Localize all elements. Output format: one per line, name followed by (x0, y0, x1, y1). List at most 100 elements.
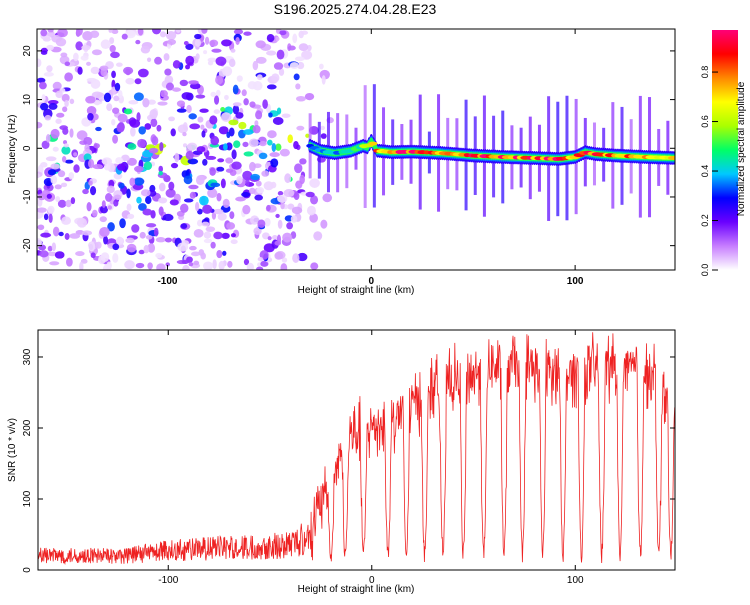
noise-blob (270, 158, 279, 168)
noise-blob (118, 182, 125, 189)
noise-blob (129, 177, 136, 187)
noise-blob (185, 64, 191, 70)
noise-blob (167, 38, 177, 45)
noise-blob (188, 80, 199, 85)
noise-blob (279, 148, 290, 157)
noise-blob (294, 56, 305, 62)
noise-blob (137, 68, 149, 78)
noise-blob (99, 65, 109, 71)
noise-blob (117, 113, 128, 123)
noise-blob (64, 100, 69, 108)
noise-blob (289, 62, 299, 69)
noise-blob (110, 51, 120, 59)
noise-blob (147, 99, 156, 105)
noise-blob (273, 62, 284, 70)
noise-blob (214, 95, 220, 105)
noise-blob (73, 152, 78, 157)
noise-blob (216, 249, 223, 259)
noise-blob (199, 195, 209, 206)
noise-blob (158, 182, 166, 192)
noise-blob (148, 147, 159, 154)
noise-blob (98, 255, 106, 265)
noise-blob (216, 89, 221, 97)
noise-blob (145, 196, 152, 205)
noise-blob (299, 158, 307, 165)
noise-blob (222, 198, 230, 208)
noise-blob (232, 84, 239, 95)
noise-blob (40, 162, 48, 168)
noise-blob (113, 194, 122, 201)
noise-blob (64, 61, 71, 66)
noise-blob (293, 140, 299, 150)
noise-blob (158, 197, 168, 204)
noise-blob (40, 102, 49, 111)
noise-blob (295, 83, 301, 90)
noise-blob (46, 65, 53, 73)
noise-blob (313, 231, 323, 241)
noise-blob (105, 193, 113, 202)
noise-blob (233, 29, 244, 35)
noise-blob (136, 196, 142, 204)
noise-blob (267, 139, 273, 146)
noise-blob (183, 198, 194, 203)
noise-blob (218, 260, 225, 270)
spectrogram-x-axis-label: Height of straight line (km) (298, 285, 415, 296)
noise-blob (61, 93, 70, 103)
noise-blob (256, 74, 263, 81)
noise-blob (185, 150, 194, 160)
noise-blob (112, 134, 119, 144)
noise-blob (165, 30, 177, 40)
noise-blob (160, 90, 168, 98)
colorbar-axis: 0.0 0.2 0.4 0.6 0.8 (700, 66, 718, 276)
noise-blob (55, 196, 61, 203)
noise-blob (200, 124, 205, 130)
noise-blob (297, 252, 308, 262)
noise-blob (228, 119, 239, 126)
noise-blob (50, 128, 60, 139)
snr-y-tick-label: 0 (22, 567, 33, 573)
noise-blob (159, 141, 164, 152)
noise-blob (76, 130, 88, 141)
noise-blob (46, 44, 54, 51)
noise-blob (79, 261, 84, 270)
noise-blob (183, 41, 189, 46)
noise-blob (207, 60, 214, 66)
noise-blob (63, 143, 69, 148)
noise-blob (181, 259, 189, 264)
snr-series-line (38, 332, 675, 566)
noise-blob (260, 260, 269, 267)
noise-blob (115, 157, 124, 164)
noise-blob (45, 156, 57, 162)
noise-blob (271, 73, 280, 83)
noise-blob (243, 98, 249, 106)
noise-blob (147, 243, 156, 253)
noise-blob (88, 158, 95, 169)
noise-blob (201, 130, 206, 138)
noise-blob (86, 105, 97, 116)
noise-blob (196, 146, 206, 153)
noise-blob (92, 209, 98, 217)
noise-blob (189, 191, 197, 199)
noise-blob (295, 95, 306, 102)
noise-blob (284, 173, 292, 184)
noise-blob (243, 31, 252, 36)
noise-blob (202, 261, 214, 270)
noise-blob (102, 264, 111, 270)
noise-blob (286, 222, 294, 230)
noise-blob (243, 129, 254, 135)
noise-blob (49, 261, 60, 266)
noise-blob (218, 126, 229, 135)
colorbar-scale (712, 30, 738, 270)
noise-blob (164, 237, 173, 243)
noise-blob (310, 262, 319, 270)
noise-blob (275, 143, 282, 151)
noise-blob (310, 195, 319, 205)
noise-blob (322, 193, 333, 203)
noise-blob (134, 78, 142, 85)
noise-blob (194, 38, 202, 48)
noise-blob (54, 251, 65, 259)
noise-blob (209, 115, 218, 125)
noise-blob (155, 252, 163, 259)
